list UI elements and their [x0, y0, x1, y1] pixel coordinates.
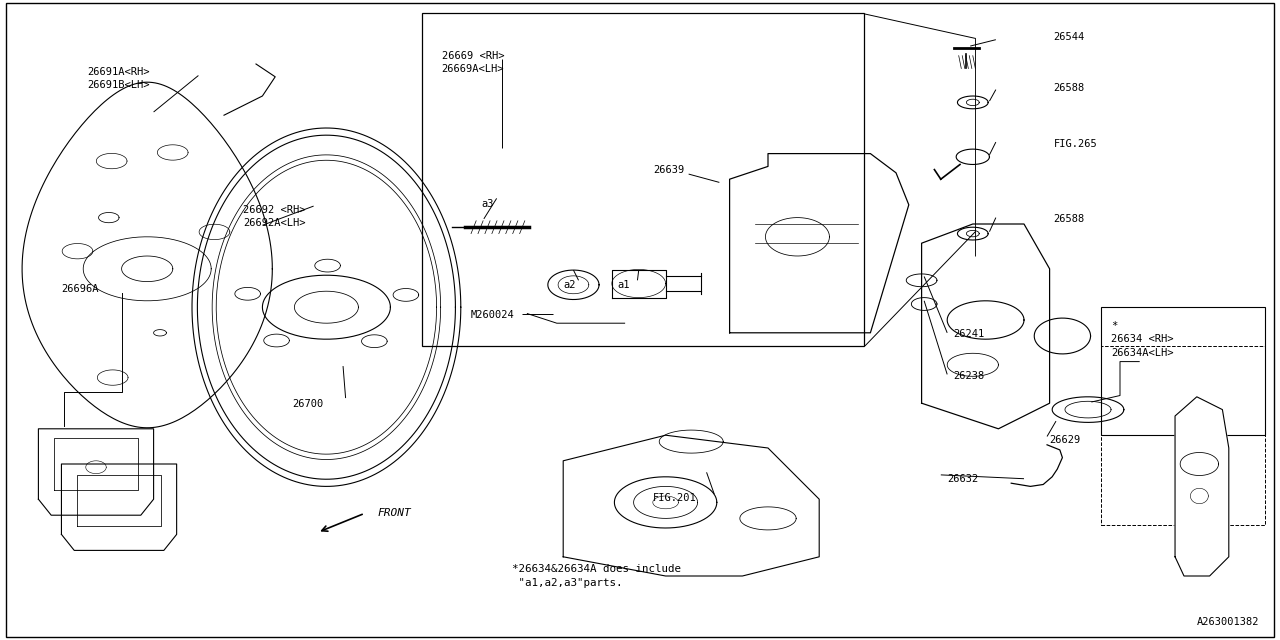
Text: a3: a3 [481, 198, 494, 209]
Text: 26588: 26588 [1053, 83, 1084, 93]
Bar [1101, 346, 1265, 525]
Text: 26588: 26588 [1053, 214, 1084, 224]
Polygon shape [922, 224, 1050, 429]
Text: a2: a2 [563, 280, 576, 290]
Text: 26692 <RH>
26692A<LH>: 26692 <RH> 26692A<LH> [243, 205, 306, 228]
Text: 26632: 26632 [947, 474, 978, 484]
Text: 26691A<RH>
26691B<LH>: 26691A<RH> 26691B<LH> [87, 67, 150, 90]
Text: 26238: 26238 [954, 371, 984, 381]
Polygon shape [563, 435, 819, 576]
Text: FRONT: FRONT [378, 508, 411, 518]
Text: FIG.265: FIG.265 [1053, 139, 1097, 149]
Text: 26241: 26241 [954, 329, 984, 339]
Text: 26629: 26629 [1050, 435, 1080, 445]
Bar [1101, 307, 1265, 435]
Text: 26639: 26639 [653, 164, 684, 175]
Text: A263001382: A263001382 [1197, 617, 1260, 627]
Polygon shape [1175, 397, 1229, 576]
Text: 26669 <RH>
26669A<LH>: 26669 <RH> 26669A<LH> [442, 51, 504, 74]
Text: 26700: 26700 [292, 399, 323, 410]
Text: *26634&26634A does include
 "a1,a2,a3"parts.: *26634&26634A does include "a1,a2,a3"par… [512, 564, 681, 588]
Text: M260024: M260024 [471, 310, 515, 320]
Text: *
26634 <RH>
26634A<LH>: * 26634 <RH> 26634A<LH> [1111, 321, 1174, 358]
Bar [422, 13, 864, 346]
Text: 26544: 26544 [1053, 32, 1084, 42]
Text: 26696A: 26696A [61, 284, 99, 294]
Text: a1: a1 [617, 280, 630, 290]
Text: FIG.201: FIG.201 [653, 493, 696, 503]
